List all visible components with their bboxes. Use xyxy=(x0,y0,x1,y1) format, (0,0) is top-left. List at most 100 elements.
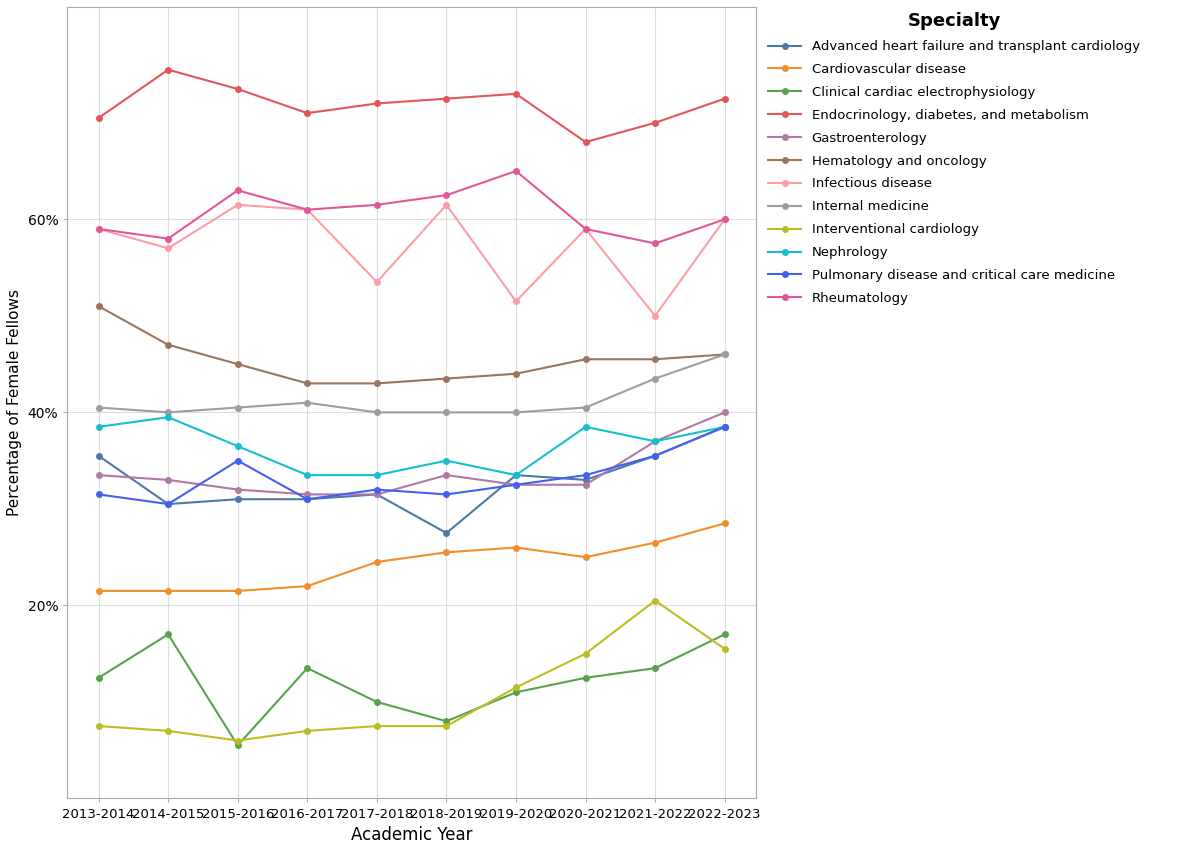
Legend: Advanced heart failure and transplant cardiology, Cardiovascular disease, Clinic: Advanced heart failure and transplant ca… xyxy=(763,7,1145,311)
Pulmonary disease and critical care medicine xyxy=(509,480,523,490)
Line: Cardiovascular disease: Cardiovascular disease xyxy=(96,521,727,594)
Internal medicine xyxy=(648,374,662,384)
Y-axis label: Percentage of Female Fellows: Percentage of Female Fellows xyxy=(7,289,22,517)
Gastroenterology xyxy=(91,470,106,480)
Interventional cardiology xyxy=(648,596,662,606)
Nephrology xyxy=(230,441,245,451)
Clinical cardiac electrophysiology xyxy=(161,629,175,639)
Gastroenterology xyxy=(718,408,732,418)
Internal medicine xyxy=(370,408,384,418)
Pulmonary disease and critical care medicine xyxy=(370,484,384,494)
Hematology and oncology xyxy=(161,340,175,350)
Interventional cardiology xyxy=(300,726,314,736)
Hematology and oncology xyxy=(718,350,732,360)
Pulmonary disease and critical care medicine xyxy=(230,455,245,465)
Cardiovascular disease xyxy=(648,538,662,548)
Infectious disease xyxy=(91,224,106,234)
Infectious disease xyxy=(718,214,732,225)
Infectious disease xyxy=(578,224,593,234)
Rheumatology xyxy=(300,204,314,214)
Gastroenterology xyxy=(648,437,662,447)
Interventional cardiology xyxy=(578,648,593,659)
Infectious disease xyxy=(509,296,523,306)
Endocrinology, diabetes, and metabolism xyxy=(718,94,732,104)
Clinical cardiac electrophysiology xyxy=(648,663,662,673)
Endocrinology, diabetes, and metabolism xyxy=(161,65,175,75)
Advanced heart failure and transplant cardiology xyxy=(578,475,593,485)
Clinical cardiac electrophysiology xyxy=(439,717,454,727)
Hematology and oncology xyxy=(648,354,662,364)
Nephrology xyxy=(718,422,732,432)
Internal medicine xyxy=(161,408,175,418)
Infectious disease xyxy=(230,200,245,210)
Internal medicine xyxy=(439,408,454,418)
Rheumatology xyxy=(161,233,175,243)
Gastroenterology xyxy=(300,489,314,500)
Internal medicine xyxy=(300,397,314,408)
Line: Hematology and oncology: Hematology and oncology xyxy=(96,304,727,386)
Endocrinology, diabetes, and metabolism xyxy=(300,108,314,118)
Advanced heart failure and transplant cardiology xyxy=(91,451,106,461)
Clinical cardiac electrophysiology xyxy=(509,688,523,698)
Nephrology xyxy=(439,455,454,465)
Infectious disease xyxy=(370,277,384,287)
Gastroenterology xyxy=(439,470,454,480)
Internal medicine xyxy=(718,350,732,360)
Rheumatology xyxy=(370,200,384,210)
Rheumatology xyxy=(439,190,454,200)
Internal medicine xyxy=(230,403,245,413)
Gastroenterology xyxy=(509,480,523,490)
Pulmonary disease and critical care medicine xyxy=(648,451,662,461)
Internal medicine xyxy=(509,408,523,418)
Pulmonary disease and critical care medicine xyxy=(91,489,106,500)
Advanced heart failure and transplant cardiology xyxy=(718,422,732,432)
Rheumatology xyxy=(718,214,732,225)
Cardiovascular disease xyxy=(161,585,175,596)
Endocrinology, diabetes, and metabolism xyxy=(648,117,662,128)
Hematology and oncology xyxy=(509,368,523,379)
Infectious disease xyxy=(300,204,314,214)
Nephrology xyxy=(161,412,175,422)
Line: Endocrinology, diabetes, and metabolism: Endocrinology, diabetes, and metabolism xyxy=(96,67,727,145)
Advanced heart failure and transplant cardiology xyxy=(230,494,245,505)
Cardiovascular disease xyxy=(370,557,384,567)
Rheumatology xyxy=(578,224,593,234)
Clinical cardiac electrophysiology xyxy=(578,672,593,683)
Pulmonary disease and critical care medicine xyxy=(578,470,593,480)
Nephrology xyxy=(91,422,106,432)
Cardiovascular disease xyxy=(230,585,245,596)
Hematology and oncology xyxy=(91,301,106,311)
Line: Rheumatology: Rheumatology xyxy=(96,168,727,246)
Advanced heart failure and transplant cardiology xyxy=(439,528,454,538)
Cardiovascular disease xyxy=(578,552,593,563)
Rheumatology xyxy=(91,224,106,234)
Hematology and oncology xyxy=(230,359,245,369)
Rheumatology xyxy=(648,238,662,248)
Advanced heart failure and transplant cardiology xyxy=(161,499,175,509)
Gastroenterology xyxy=(161,475,175,485)
Cardiovascular disease xyxy=(718,518,732,528)
Interventional cardiology xyxy=(509,683,523,693)
Interventional cardiology xyxy=(91,721,106,731)
Endocrinology, diabetes, and metabolism xyxy=(578,137,593,147)
Endocrinology, diabetes, and metabolism xyxy=(439,94,454,104)
Pulmonary disease and critical care medicine xyxy=(439,489,454,500)
Gastroenterology xyxy=(230,484,245,494)
Rheumatology xyxy=(509,166,523,176)
Interventional cardiology xyxy=(230,735,245,745)
Interventional cardiology xyxy=(161,726,175,736)
Infectious disease xyxy=(161,243,175,254)
Cardiovascular disease xyxy=(509,542,523,552)
Nephrology xyxy=(370,470,384,480)
Infectious disease xyxy=(439,200,454,210)
Clinical cardiac electrophysiology xyxy=(91,672,106,683)
Nephrology xyxy=(648,437,662,447)
Advanced heart failure and transplant cardiology xyxy=(300,494,314,505)
Clinical cardiac electrophysiology xyxy=(370,697,384,707)
Cardiovascular disease xyxy=(300,581,314,591)
Advanced heart failure and transplant cardiology xyxy=(370,489,384,500)
Cardiovascular disease xyxy=(91,585,106,596)
Cardiovascular disease xyxy=(439,547,454,557)
Line: Interventional cardiology: Interventional cardiology xyxy=(96,597,727,743)
Endocrinology, diabetes, and metabolism xyxy=(370,99,384,109)
